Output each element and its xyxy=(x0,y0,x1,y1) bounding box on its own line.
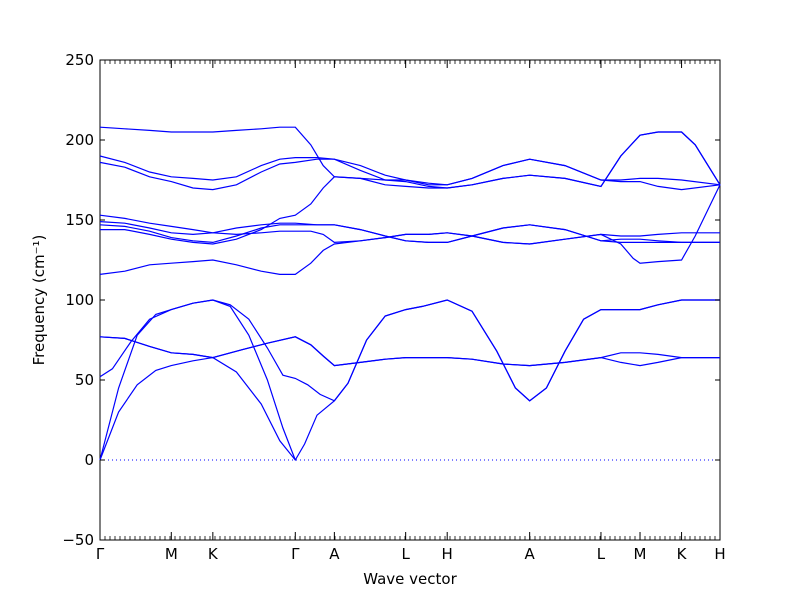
band-line-11 xyxy=(99,158,721,191)
y-tick-label: 0 xyxy=(84,451,94,469)
band-line-5 xyxy=(99,336,720,367)
x-tick-label: M xyxy=(634,545,647,563)
x-tick-label: A xyxy=(525,545,536,563)
x-tick-label: L xyxy=(597,545,606,563)
x-tick-label: A xyxy=(329,545,340,563)
band-line-8 xyxy=(99,221,720,243)
plot-area: −50 0 50 100 150 200 250 Γ M K Γ A L H A L M K H xyxy=(62,51,725,563)
x-tick-label: Γ xyxy=(291,545,300,563)
x-tick-label: Γ xyxy=(96,545,105,563)
x-axis-label: Wave vector xyxy=(363,570,457,588)
x-tick-label: L xyxy=(401,545,410,563)
band-line-10 xyxy=(100,158,721,245)
band-line-13 xyxy=(99,126,721,189)
band-line-4 xyxy=(99,299,720,462)
x-tick-label: K xyxy=(208,545,219,563)
y-tick-label: 250 xyxy=(65,51,94,69)
y-axis-ticks: −50 0 50 100 150 200 250 xyxy=(62,51,720,549)
y-tick-label: 50 xyxy=(75,371,94,389)
y-tick-label: 100 xyxy=(65,291,94,309)
y-tick-label: 200 xyxy=(65,131,94,149)
series-group xyxy=(99,126,721,462)
x-tick-label: H xyxy=(714,545,725,563)
x-tick-label: H xyxy=(442,545,453,563)
y-axis-label: Frequency (cm⁻¹) xyxy=(30,235,48,366)
x-tick-label: K xyxy=(677,545,688,563)
band-line-9 xyxy=(99,214,720,245)
y-tick-label: −50 xyxy=(62,531,94,549)
x-tick-label: M xyxy=(165,545,178,563)
y-tick-label: 150 xyxy=(65,211,94,229)
